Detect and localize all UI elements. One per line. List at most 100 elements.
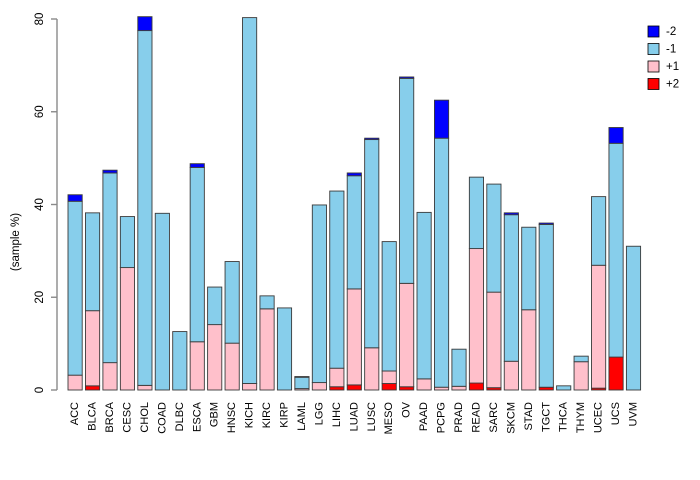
bar-segment [486,183,502,293]
x-axis-category-label: DLBC [174,402,186,431]
bar-stack [119,216,135,391]
x-axis-category-label: LUAD [348,402,360,431]
legend-label: -2 [666,26,676,38]
bar-segment [608,127,624,144]
bar-segment [67,194,83,202]
x-axis-category-label: STAD [523,402,535,431]
x-axis-category-label: UCS [610,402,622,425]
bar-segment [84,385,101,391]
bar-segment [189,166,205,343]
bar-segment [84,212,101,312]
bar-segment [364,139,380,349]
bar-stack [172,331,188,391]
bar-segment [137,384,153,391]
bar-segment [84,310,101,387]
bar-segment [608,142,624,358]
x-axis-category-label: LUSC [366,402,378,431]
bar-segment [207,324,223,391]
bar-segment [259,295,275,310]
bar-stack [399,76,415,391]
bar-stack [625,245,642,391]
bar-stack [84,212,101,391]
x-axis-category-label: KIRP [279,402,291,428]
bar-segment [381,383,397,391]
bar-segment [102,172,118,364]
bar-segment [521,226,537,311]
bar-stack [294,376,310,391]
bar-segment [434,99,450,139]
x-axis-category-label: BLCA [87,401,99,430]
bar-segment [329,367,345,388]
bar-segment [189,341,205,391]
bar-segment [137,30,153,386]
x-axis-category-label: PAAD [418,402,430,431]
bar-segment [399,77,415,284]
bar-segment [521,309,537,391]
bar-segment [364,347,380,391]
bar-segment [416,211,432,380]
bar-segment [207,286,223,326]
bar-segment [399,386,415,391]
bar-stack [189,163,205,391]
bar-segment [346,172,362,177]
bar-segment [503,214,519,362]
x-axis-category-label: HNSC [226,402,238,433]
bar-stack [468,176,485,391]
x-axis-category-label: TGCT [540,402,552,432]
y-axis-tick-label: 20 [34,291,46,304]
bar-segment [67,200,83,376]
legend: -2 -1 +1 +2 [647,25,679,91]
bar-segment [434,137,450,388]
bar-stack [486,183,502,391]
bar-segment [468,176,485,250]
bar-segment [259,308,275,391]
x-axis-category-label: OV [401,401,413,418]
bar-segment [399,76,415,79]
y-axis-tick-label: 0 [34,387,46,393]
bar-segment [119,267,135,391]
bar-segment [137,16,153,32]
bar-stack [329,190,345,391]
bar-segment [608,356,624,391]
x-axis-category-label: CESC [121,402,133,433]
bar-segment [591,264,607,389]
bar-segment [154,212,170,391]
bar-stack [276,307,293,391]
legend-swatch-plus1 [647,60,660,73]
bar-segment [381,241,397,372]
bar-segment [451,385,467,391]
x-axis-category-label: UCEC [593,402,605,433]
y-axis-tick-label: 80 [34,13,46,26]
y-axis-tick-label: 40 [34,198,46,211]
bar-stack [259,295,275,391]
bar-stack [346,172,362,391]
bar-stack [154,212,170,391]
bar-stack [556,385,572,391]
bar-segment [311,204,327,384]
bar-segment [224,342,240,391]
bar-stack [573,355,589,391]
bar-segment [311,382,327,391]
x-axis-category-label: CHOL [139,402,151,433]
bar-stack [102,169,118,391]
bar-stack [224,261,240,391]
bar-segment [224,261,240,344]
bar-segment [556,385,572,391]
bar-segment [119,216,135,269]
bar-segment [451,348,467,387]
bar-segment [346,175,362,290]
bar-segment [416,378,432,391]
bar-stack [608,127,624,391]
x-axis-category-label: BRCA [104,401,116,432]
legend-swatch-minus1 [647,43,660,55]
bar-segment [399,282,415,388]
legend-label: +2 [666,79,679,91]
x-axis-category-label: THCA [558,401,570,432]
bar-segment [503,360,519,391]
bar-segment [172,331,188,391]
bar-segment [591,196,607,266]
x-axis-category-label: GBM [209,402,221,427]
bar-segment [346,288,362,386]
x-axis-category-label: THYM [575,402,587,433]
bar-segment [468,248,485,384]
